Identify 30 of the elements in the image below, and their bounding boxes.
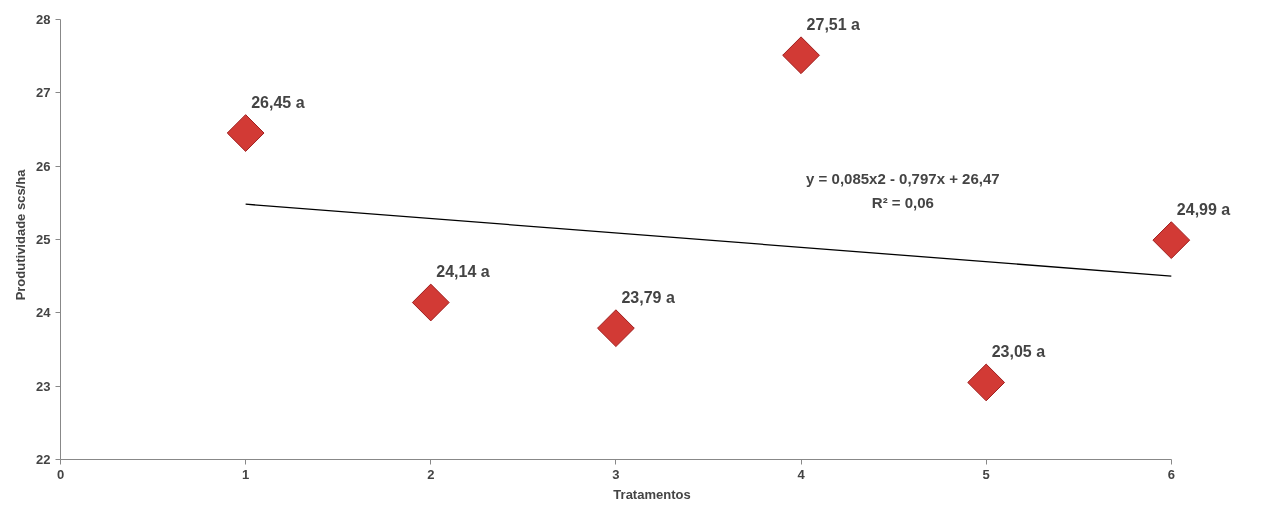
annotation: y = 0,085x2 - 0,797x + 26,47 [806,169,1000,187]
y-tick-label: 23 [36,378,51,394]
x-tick-label: 0 [56,466,65,482]
data-label: 27,51 a [806,16,861,34]
point [967,363,1006,402]
data-label: 23,05 a [991,343,1046,361]
point [226,114,265,152]
x-tick-label: 3 [612,466,620,482]
data-label: 26,45 a [251,94,305,112]
data-label: 23,79 a [621,289,675,307]
x-axis-title: Tratamentos [613,486,691,502]
point [411,283,450,322]
point [1152,221,1191,260]
y-tick-label: 25 [36,231,51,247]
x-tick-label: 2 [427,466,435,482]
annotation: R² = 0,06 [871,193,934,211]
y-tick-label: 28 [36,11,51,27]
y-tick-label: 26 [36,158,51,174]
point [597,309,635,348]
y-axis-title: Produtividade scs/ha [13,168,29,301]
data-label: 24,14 a [436,263,490,281]
y-tick-label: 22 [36,452,51,467]
x-tick-label: 4 [797,466,806,482]
y-tick-label: 27 [36,85,51,101]
x-tick-label: 6 [1167,466,1175,482]
x-tick-label: 5 [982,466,990,482]
data-label: 24,99 a [1176,201,1231,219]
y-tick-label: 24 [36,305,52,321]
x-tick-label: 1 [242,466,250,482]
point [782,36,820,75]
